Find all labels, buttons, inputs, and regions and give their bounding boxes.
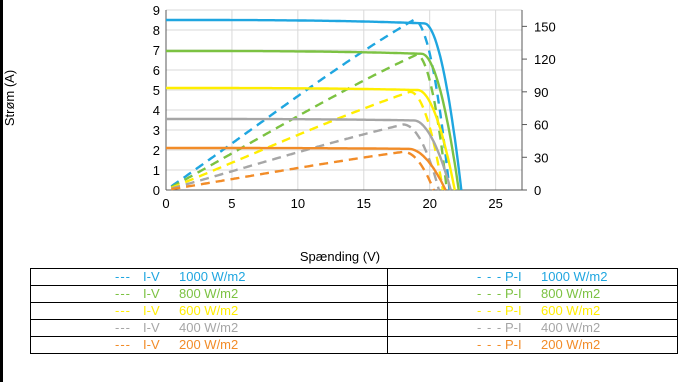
legend-line-sample: ---: [115, 337, 131, 352]
legend-irradiance: 200 W/m2: [541, 337, 601, 352]
y2-tick-label: 30: [534, 150, 548, 165]
legend-entry-pi: - - - P-I 200 W/m2: [387, 336, 678, 354]
legend-irradiance: 200 W/m2: [179, 337, 239, 352]
legend-irradiance: 600 W/m2: [541, 303, 601, 318]
legend-irradiance: 800 W/m2: [179, 286, 239, 301]
power-curve: [171, 123, 441, 191]
legend-line-sample: - - -: [477, 320, 503, 335]
iv-curve: [166, 86, 456, 191]
y-tick-label: 1: [153, 163, 160, 178]
y2-tick-label: 60: [534, 118, 548, 133]
legend-line-sample: - - -: [477, 286, 503, 301]
y-tick-label: 3: [153, 123, 160, 138]
y2-tick-label: 120: [534, 52, 556, 67]
iv-curve: [166, 18, 463, 191]
grid: [166, 9, 523, 190]
x-tick-label: 15: [357, 196, 371, 211]
iv-curve: [166, 146, 447, 191]
legend-entry-pi: - - - P-I 800 W/m2: [387, 285, 678, 303]
series-layer: [166, 18, 463, 191]
legend-line-sample: ---: [115, 286, 131, 301]
legend-row: --- I-V 1000 W/m2 - - - P-I 1000 W/m2: [30, 268, 678, 286]
x-tick-label: 20: [422, 196, 436, 211]
y-tick-label: 6: [153, 63, 160, 78]
x-tick-label: 5: [228, 196, 235, 211]
legend-entry-iv: --- I-V 1000 W/m2: [30, 268, 388, 286]
y-tick-label: 2: [153, 143, 160, 158]
legend-entry-iv: --- I-V 600 W/m2: [30, 302, 388, 320]
legend-entry-pi: - - - P-I 1000 W/m2: [387, 268, 678, 286]
legend-line-sample: ---: [115, 320, 131, 335]
y-tick-label: 8: [153, 23, 160, 38]
legend-kind: P-I: [505, 269, 522, 284]
iv-curve: [166, 117, 452, 191]
legend-kind: P-I: [505, 337, 522, 352]
power-curve: [170, 90, 445, 191]
legend-kind: P-I: [505, 286, 522, 301]
y-tick-label: 4: [153, 103, 160, 118]
legend-kind: P-I: [505, 303, 522, 318]
legend-irradiance: 1000 W/m2: [179, 269, 246, 284]
power-curve: [170, 53, 448, 191]
legend-irradiance: 400 W/m2: [541, 320, 601, 335]
legend-entry-pi: - - - P-I 400 W/m2: [387, 319, 678, 337]
y-tick-label: 5: [153, 83, 160, 98]
legend-line-sample: - - -: [477, 269, 503, 284]
y-axis-label: Strøm (A): [2, 70, 17, 126]
frame-border: [0, 0, 3, 382]
y-tick-label: 7: [153, 43, 160, 58]
x-tick-label: 25: [488, 196, 502, 211]
legend-kind: P-I: [505, 320, 522, 335]
legend-kind: I-V: [143, 337, 160, 352]
y-tick-label: 0: [153, 183, 160, 198]
legend-row: --- I-V 800 W/m2 - - - P-I 800 W/m2: [30, 285, 678, 303]
y2-tick-label: 90: [534, 85, 548, 100]
legend-entry-iv: --- I-V 400 W/m2: [30, 319, 388, 337]
legend-irradiance: 600 W/m2: [179, 303, 239, 318]
y2-tick-label: 0: [534, 183, 541, 198]
legend-line-sample: - - -: [477, 337, 503, 352]
legend-line-sample: ---: [115, 269, 131, 284]
legend-entry-iv: --- I-V 200 W/m2: [30, 336, 388, 354]
x-tick-label: 0: [162, 196, 169, 211]
legend-row: --- I-V 400 W/m2 - - - P-I 400 W/m2: [30, 319, 678, 337]
legend-line-sample: - - -: [477, 303, 503, 318]
axes: [165, 10, 527, 191]
legend-irradiance: 400 W/m2: [179, 320, 239, 335]
y2-tick-label: 150: [534, 19, 556, 34]
x-axis-label: Spænding (V): [299, 249, 381, 264]
legend-entry-pi: - - - P-I 600 W/m2: [387, 302, 678, 320]
legend-irradiance: 1000 W/m2: [541, 269, 608, 284]
legend-row: --- I-V 200 W/m2 - - - P-I 200 W/m2: [30, 336, 678, 354]
legend-entry-iv: --- I-V 800 W/m2: [30, 285, 388, 303]
legend-kind: I-V: [143, 320, 160, 335]
legend-kind: I-V: [143, 303, 160, 318]
legend-kind: I-V: [143, 269, 160, 284]
legend-row: --- I-V 600 W/m2 - - - P-I 600 W/m2: [30, 302, 678, 320]
x-tick-label: 10: [291, 196, 305, 211]
y-tick-label: 9: [153, 3, 160, 18]
legend-irradiance: 800 W/m2: [541, 286, 601, 301]
iv-curve: [166, 49, 460, 191]
legend: --- I-V 1000 W/m2- - - P-I 1000 W/m2 --- I-V 80…: [30, 268, 678, 354]
legend-line-sample: ---: [115, 303, 131, 318]
legend-kind: I-V: [143, 286, 160, 301]
legend-body: --- I-V 1000 W/m2- - - P-I 1000 W/m2 --- I-V 80…: [30, 268, 678, 354]
